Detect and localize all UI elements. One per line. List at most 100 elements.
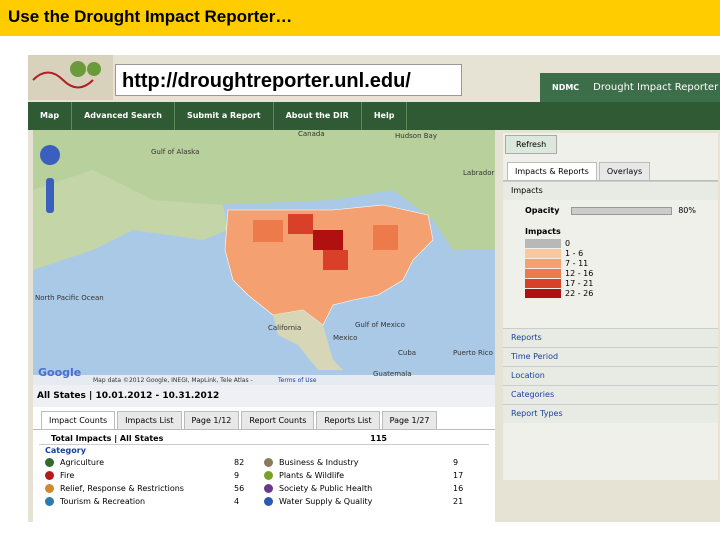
tab-bar: Impact Counts Impacts List Page 1/12 Report… [33, 407, 495, 430]
map-label: Guatemala [373, 370, 412, 378]
category-swatch [264, 458, 273, 467]
total-row: Total Impacts | All States 115 [39, 430, 489, 445]
nav-item[interactable]: Submit a Report [175, 102, 274, 130]
map-label: Hudson Bay [395, 132, 437, 140]
category-row: Plants & Wildlife 17 [264, 469, 483, 482]
category-row: Fire 9 [45, 469, 264, 482]
legend-label: 17 - 21 [565, 278, 594, 288]
legend-swatch [525, 278, 561, 288]
nav-item[interactable]: Advanced Search [72, 102, 175, 130]
legend-row: 17 - 21 [503, 278, 718, 288]
tab[interactable]: Impacts List [117, 411, 182, 429]
filter-label: All States | 10.01.2012 - 10.31.2012 [33, 385, 495, 407]
slide-title: Use the Drought Impact Reporter… [0, 0, 720, 36]
map-label: Puerto Rico [453, 349, 493, 357]
category-swatch [45, 458, 54, 467]
map-label: Canada [298, 130, 325, 138]
panel-section[interactable]: Location [503, 366, 718, 385]
map: Canada Hudson Bay Gulf of Alaska North Paci… [33, 130, 495, 385]
tab[interactable]: Reports List [316, 411, 380, 429]
spacer [503, 298, 718, 328]
nav-item[interactable]: Help [362, 102, 408, 130]
legend-label: 12 - 16 [565, 268, 594, 278]
legend-label: 1 - 6 [565, 248, 584, 258]
map-label: Mexico [333, 334, 357, 342]
results-panel: All States | 10.01.2012 - 10.31.2012 Impa… [33, 385, 495, 522]
legend-row: 0 [503, 238, 718, 248]
category-count: 9 [453, 458, 459, 467]
category-name: Agriculture [60, 458, 104, 467]
category-row: Society & Public Health 16 [264, 482, 483, 495]
category-name: Society & Public Health [279, 484, 373, 493]
logo [28, 55, 113, 100]
map-label: North Pacific Ocean [35, 294, 104, 302]
impacts-section[interactable]: Impacts [503, 181, 718, 200]
legend-label: 22 - 26 [565, 288, 594, 298]
panel-section[interactable]: Reports [503, 328, 718, 347]
tab[interactable]: Impact Counts [41, 411, 116, 429]
legend-swatch [525, 238, 561, 248]
category-grid: Agriculture 82 Fire 9 Relief, Response & Res… [33, 456, 495, 508]
tab[interactable]: Page 1/12 [183, 411, 240, 429]
opacity-slider[interactable] [570, 206, 673, 215]
category-row: Business & Industry 9 [264, 456, 483, 469]
panel-tab[interactable]: Overlays [598, 162, 651, 180]
category-name: Water Supply & Quality [279, 497, 373, 506]
panel-tab[interactable]: Impacts & Reports [507, 162, 597, 180]
category-swatch [264, 471, 273, 480]
screenshot: http://droughtreporter.unl.edu/ NDMC Drou… [28, 55, 720, 522]
terms-link[interactable]: Terms of Use [277, 377, 317, 384]
panel-section[interactable]: Time Period [503, 347, 718, 366]
legend-swatch [525, 248, 561, 258]
map-label: California [268, 324, 301, 332]
category-count: 16 [453, 484, 464, 493]
legend-row: 7 - 11 [503, 258, 718, 268]
legend-row: 12 - 16 [503, 268, 718, 278]
app-name: Drought Impact Reporter [593, 82, 719, 93]
attribution: Map data ©2012 Google, INEGI, MapLink, T… [93, 377, 253, 384]
legend-label: 7 - 11 [565, 258, 589, 268]
legend-swatch [525, 258, 561, 268]
nav-item[interactable]: Map [28, 102, 73, 130]
category-name: Tourism & Recreation [60, 497, 146, 506]
category-row: Relief, Response & Restrictions 56 [45, 482, 264, 495]
legend-label: 0 [565, 238, 571, 248]
opacity-value: 80% [678, 206, 696, 215]
category-swatch [45, 484, 54, 493]
category-count: 17 [453, 471, 464, 480]
org: NDMC [552, 83, 580, 92]
panel-tabs: Impacts & Reports Overlays [503, 156, 718, 181]
tab[interactable]: Report Counts [241, 411, 315, 429]
category-header: Category [45, 446, 86, 455]
side-panel: Refresh Impacts & Reports Overlays Impacts O… [503, 133, 718, 480]
refresh-button[interactable]: Refresh [505, 135, 558, 154]
category-row: Agriculture 82 [45, 456, 264, 469]
category-swatch [45, 471, 54, 480]
category-swatch [264, 497, 273, 506]
nav-bar: Map Advanced Search Submit a Report About t… [28, 102, 720, 130]
legend-row: 1 - 6 [503, 248, 718, 258]
total-value: 115 [370, 434, 387, 443]
opacity-row: Opacity 80% [503, 200, 718, 221]
legend-title: Impacts [525, 227, 561, 236]
app-header: NDMC Drought Impact Reporter [540, 73, 720, 102]
category-name: Business & Industry [279, 458, 359, 467]
tab[interactable]: Page 1/27 [381, 411, 438, 429]
nav-item[interactable]: About the DIR [274, 102, 362, 130]
map-label: Gulf of Alaska [151, 148, 199, 156]
category-count: 4 [234, 497, 240, 506]
opacity-label: Opacity [525, 206, 560, 215]
map-label: Labrador Sea [463, 169, 495, 177]
category-swatch [45, 497, 54, 506]
category-name: Plants & Wildlife [279, 471, 345, 480]
category-count: 9 [234, 471, 240, 480]
panel-section[interactable]: Report Types [503, 404, 718, 423]
legend-swatch [525, 268, 561, 278]
map-label: Cuba [398, 349, 416, 357]
category-row: Water Supply & Quality 21 [264, 495, 483, 508]
panel-section[interactable]: Categories [503, 385, 718, 404]
category-name: Relief, Response & Restrictions [60, 484, 184, 493]
google-logo: Google [38, 366, 81, 379]
legend-row: 22 - 26 [503, 288, 718, 298]
